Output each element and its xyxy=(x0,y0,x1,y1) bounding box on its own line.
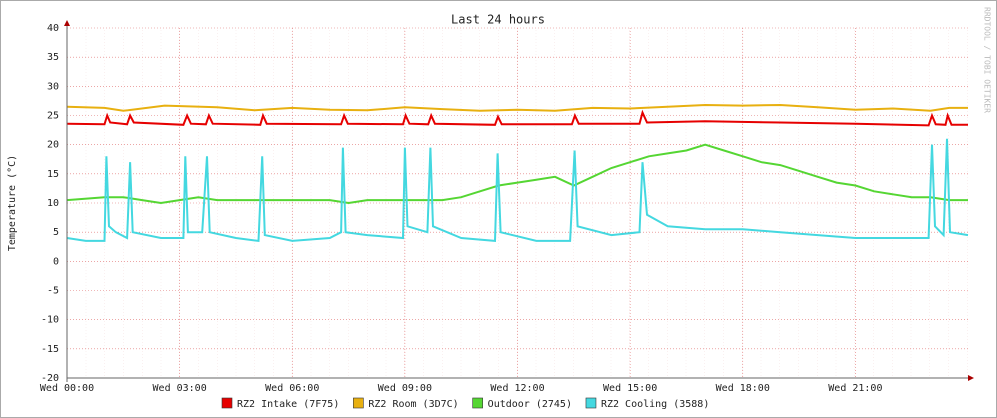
y-tick-label: 15 xyxy=(47,169,59,180)
y-axis-label: Temperature (°C) xyxy=(7,155,18,251)
legend-label: RZ2 Cooling (3588) xyxy=(601,399,709,410)
y-tick-label: -5 xyxy=(47,286,59,297)
chart-title: Last 24 hours xyxy=(451,13,545,27)
x-tick-label: Wed 03:00 xyxy=(153,383,207,394)
legend-label: RZ2 Intake (7F75) xyxy=(237,399,339,410)
legend-swatch xyxy=(221,397,233,409)
y-tick-label: -15 xyxy=(41,344,59,355)
x-tick-label: Wed 06:00 xyxy=(265,383,319,394)
y-tick-label: 35 xyxy=(47,52,59,63)
x-tick-label: Wed 15:00 xyxy=(603,383,657,394)
watermark: RRDTOOL / TOBI OETIKER xyxy=(983,7,992,113)
series-line xyxy=(66,138,969,243)
x-tick-label: Wed 21:00 xyxy=(828,383,882,394)
plot-area xyxy=(66,27,969,379)
x-arrow xyxy=(968,375,974,381)
y-tick-label: 30 xyxy=(47,81,59,92)
legend-label: RZ2 Room (3D7C) xyxy=(368,399,458,410)
y-tick-label: 10 xyxy=(47,198,59,209)
y-tick-label: 20 xyxy=(47,140,59,151)
x-tick-label: Wed 09:00 xyxy=(378,383,432,394)
y-tick-label: 25 xyxy=(47,111,59,122)
y-tick-label: 0 xyxy=(53,256,59,267)
y-arrow xyxy=(64,20,70,26)
y-tick-label: -20 xyxy=(41,373,59,384)
series-line xyxy=(66,109,968,127)
y-tick-label: -10 xyxy=(41,315,59,326)
y-tick-label: 40 xyxy=(47,23,59,34)
legend-swatch xyxy=(353,397,364,409)
x-tick-label: Wed 12:00 xyxy=(490,383,544,394)
series-line xyxy=(66,103,968,112)
legend-swatch xyxy=(472,397,483,409)
legend-swatch xyxy=(585,397,597,409)
legend-label: Outdoor (2745) xyxy=(488,399,572,410)
y-tick-label: 5 xyxy=(53,227,59,238)
x-tick-label: Wed 00:00 xyxy=(40,383,94,394)
x-tick-label: Wed 18:00 xyxy=(716,383,770,394)
